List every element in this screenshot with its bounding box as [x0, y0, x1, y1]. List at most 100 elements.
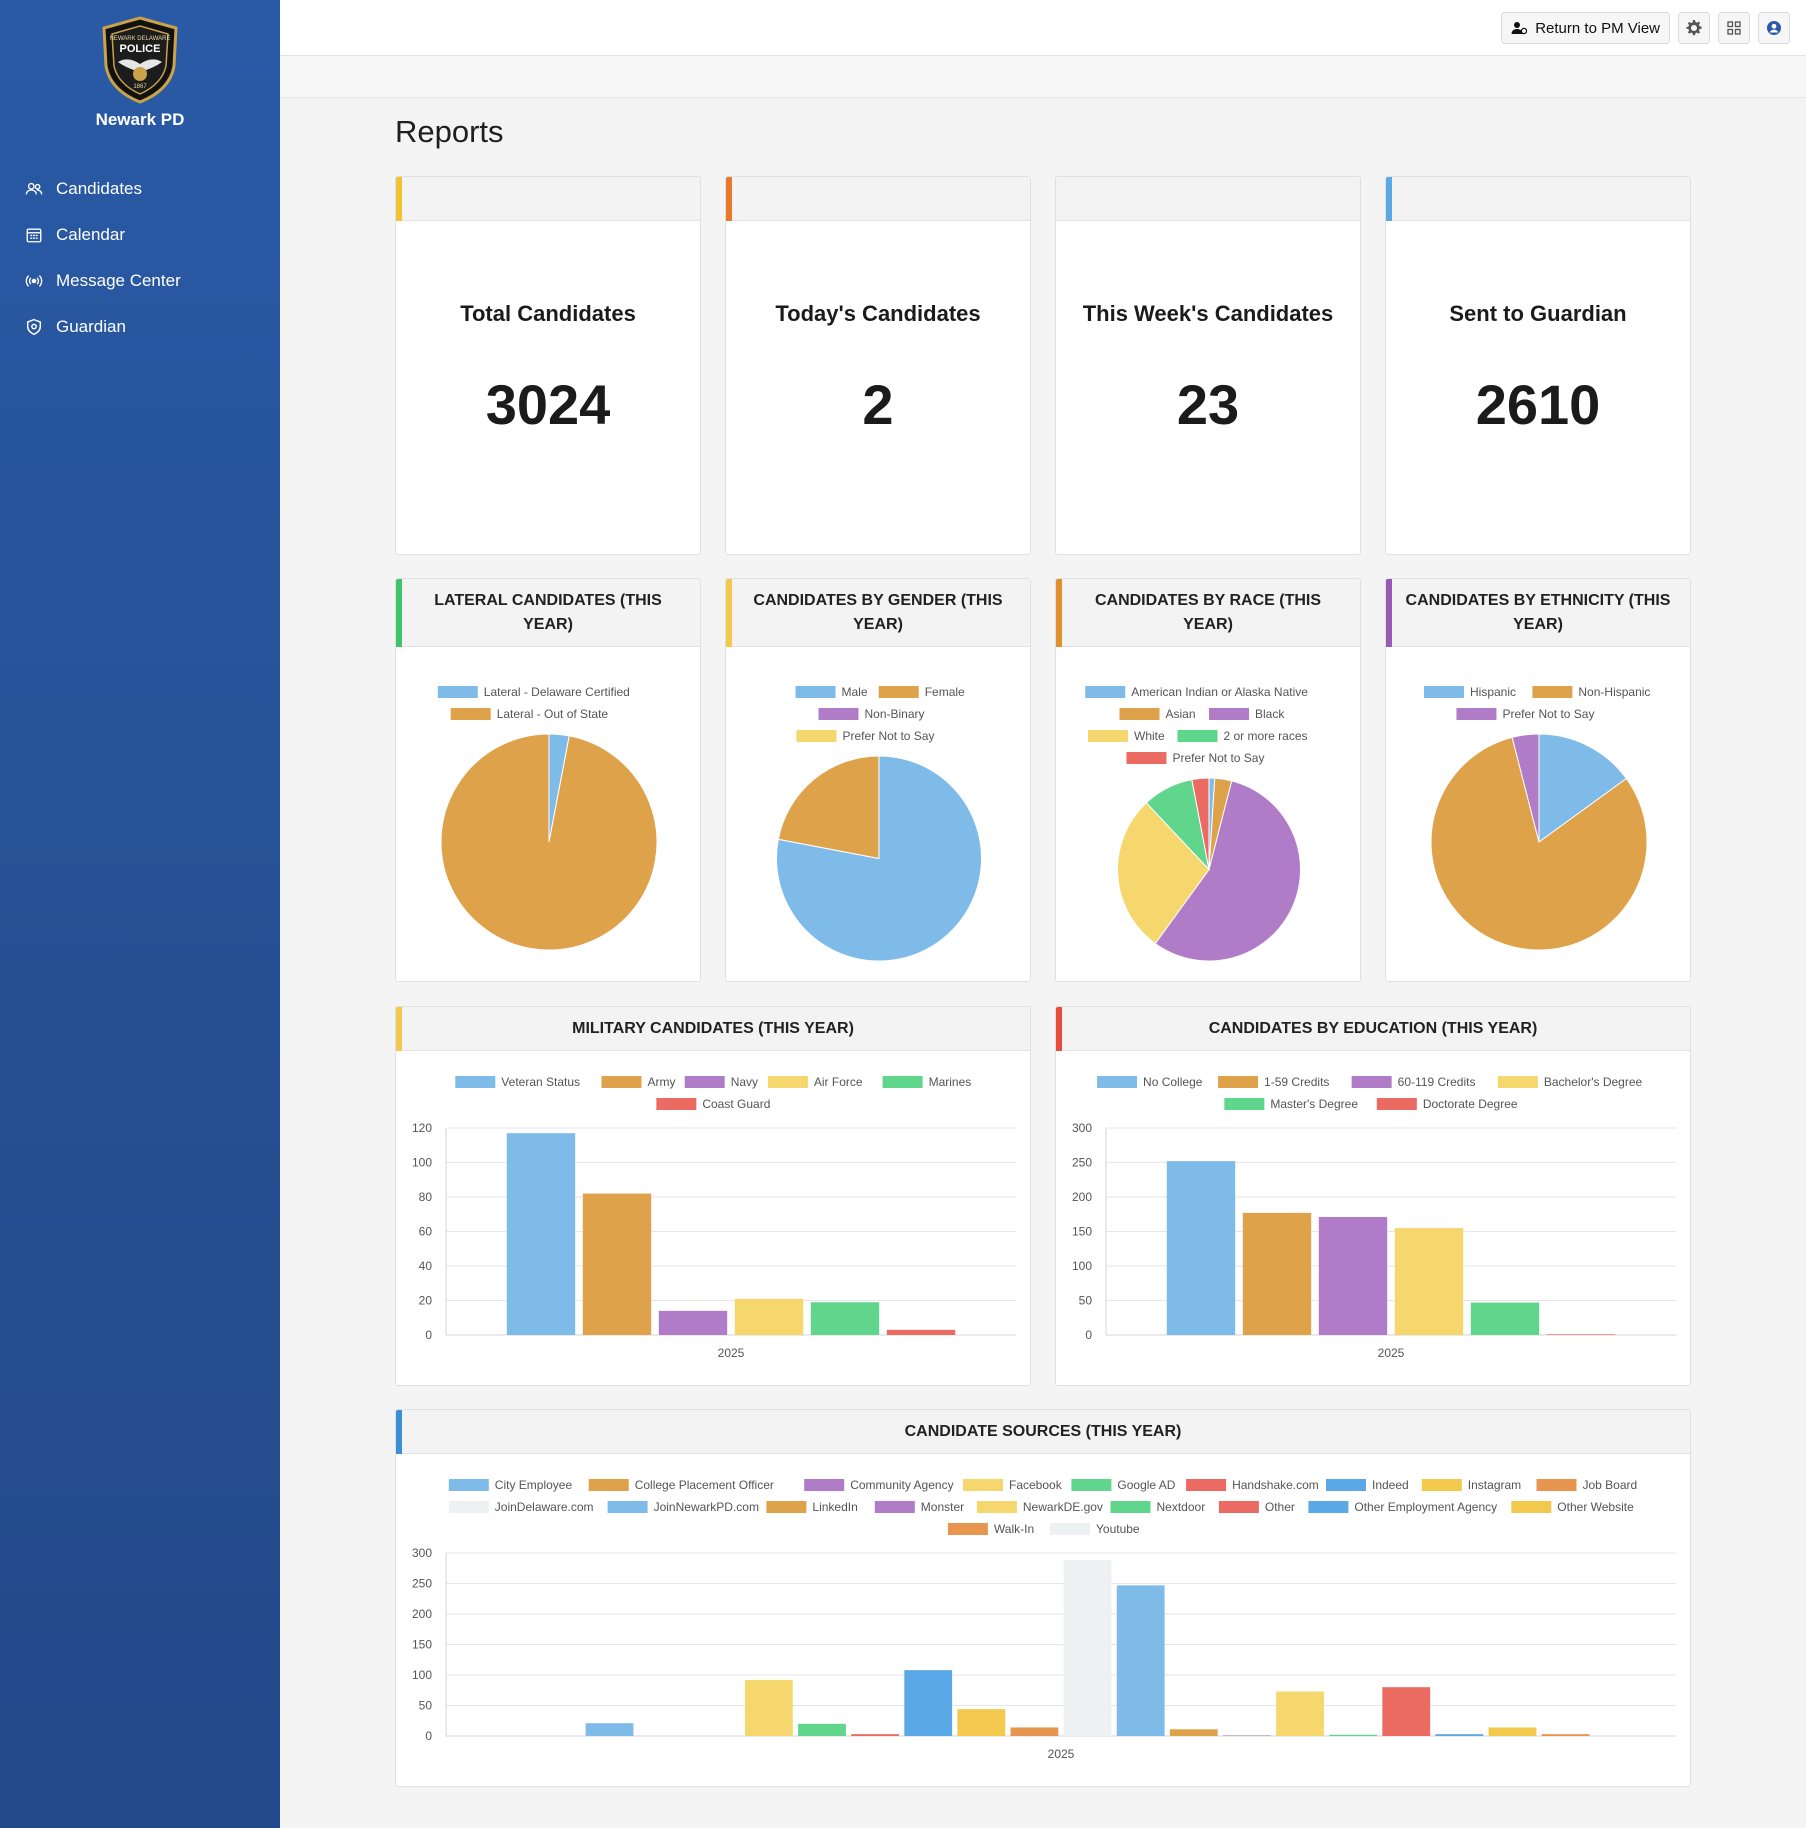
legend-label: Community Agency — [850, 1478, 953, 1492]
pie-slice — [1154, 780, 1301, 962]
legend-swatch — [1536, 1479, 1577, 1491]
gear-icon — [1686, 20, 1702, 36]
stat-card-todays-candidates: Today's Candidates 2 — [725, 176, 1031, 555]
legend-label: Other — [1265, 1500, 1295, 1514]
legend-swatch — [455, 1076, 496, 1088]
bar — [957, 1709, 1006, 1736]
bar — [1166, 1161, 1236, 1335]
legend-label: Prefer Not to Say — [1172, 751, 1264, 765]
sidebar-item-calendar[interactable]: Calendar — [0, 212, 280, 258]
legend-swatch — [607, 1501, 648, 1513]
bar — [1488, 1727, 1537, 1736]
legend-label: Monster — [921, 1500, 964, 1514]
stat-value: 2 — [862, 373, 894, 436]
legend-swatch — [804, 1479, 845, 1491]
calendar-icon — [24, 225, 44, 245]
legend-label: Army — [648, 1075, 676, 1089]
shield-icon — [24, 317, 44, 337]
legend-label: Prefer Not to Say — [842, 729, 934, 743]
legend-swatch — [795, 686, 836, 698]
bar — [798, 1723, 846, 1736]
y-tick-label: 120 — [412, 1121, 432, 1135]
bar — [734, 1298, 804, 1335]
legend-label: Non-Binary — [865, 707, 925, 721]
stat-card-sent-to-guardian: Sent to Guardian 2610 — [1385, 176, 1691, 555]
legend-label: Indeed — [1372, 1478, 1409, 1492]
bar — [1242, 1212, 1312, 1335]
x-tick-label: 2025 — [1048, 1747, 1075, 1761]
legend-label: Asian — [1166, 707, 1196, 721]
bar — [744, 1679, 793, 1736]
legend-label: Job Board — [1583, 1478, 1638, 1492]
users-icon — [24, 179, 44, 199]
legend-label: Handshake.com — [1232, 1478, 1319, 1492]
sidebar-item-label: Calendar — [56, 225, 125, 244]
legend-swatch — [1050, 1523, 1090, 1535]
card-title: CANDIDATES BY EDUCATION (THIS YEAR) — [1056, 1007, 1690, 1051]
page-title: Reports — [395, 114, 504, 149]
legend-swatch — [1224, 1098, 1265, 1110]
legend-label: Google AD — [1117, 1478, 1175, 1492]
card-accent — [1056, 579, 1062, 647]
y-tick-label: 300 — [1072, 1121, 1092, 1135]
legend-label: Other Employment Agency — [1354, 1500, 1497, 1514]
legend-swatch — [588, 1479, 629, 1491]
legend-swatch — [766, 1501, 807, 1513]
legend-swatch — [1421, 1479, 1462, 1491]
legend-swatch — [878, 686, 919, 698]
chart-card-military: MILITARY CANDIDATES (THIS YEAR) Veteran … — [395, 1006, 1031, 1386]
sidebar: NEWARK DELAWARE POLICE 1867 Newark PD Ca… — [0, 0, 280, 1828]
bar — [1010, 1727, 1059, 1736]
x-tick-label: 2025 — [1378, 1346, 1405, 1360]
legend-swatch — [1497, 1076, 1538, 1088]
legend-label: Youtube — [1096, 1522, 1140, 1536]
broadcast-icon — [24, 271, 44, 291]
grid-icon — [1727, 21, 1741, 35]
card-accent — [1386, 579, 1392, 647]
apps-grid-button[interactable] — [1718, 12, 1750, 44]
bar — [1318, 1217, 1388, 1335]
return-to-pm-view-button[interactable]: Return to PM View — [1501, 12, 1670, 44]
svg-text:POLICE: POLICE — [120, 43, 161, 55]
legend-swatch — [1511, 1501, 1552, 1513]
sidebar-item-guardian[interactable]: Guardian — [0, 304, 280, 350]
legend-label: Marines — [929, 1075, 972, 1089]
bar — [1546, 1334, 1616, 1335]
bar — [1470, 1302, 1540, 1335]
pie-slice — [440, 733, 658, 951]
legend-swatch — [1308, 1501, 1349, 1513]
legend-label: Coast Guard — [702, 1097, 770, 1111]
stat-value: 3024 — [485, 373, 611, 436]
card-title: CANDIDATES BY ETHNICITY (THIS YEAR) — [1386, 579, 1690, 647]
card-accent — [1386, 177, 1392, 221]
legend-label: Non-Hispanic — [1578, 685, 1650, 699]
settings-button[interactable] — [1678, 12, 1710, 44]
y-tick-label: 0 — [425, 1328, 432, 1342]
y-tick-label: 100 — [412, 1156, 432, 1170]
card-title: MILITARY CANDIDATES (THIS YEAR) — [396, 1007, 1030, 1051]
bar — [851, 1734, 900, 1736]
lateral-pie-chart: Lateral - Delaware Certified Lateral - Ou… — [437, 685, 658, 951]
sidebar-item-message-center[interactable]: Message Center — [0, 258, 280, 304]
card-accent — [726, 177, 732, 221]
sidebar-nav: Candidates Calendar Message Center Guard… — [0, 166, 280, 350]
chart-card-ethnicity: CANDIDATES BY ETHNICITY (THIS YEAR) Hisp… — [1385, 578, 1691, 982]
legend-swatch — [1218, 1076, 1259, 1088]
legend-label: 1-59 Credits — [1264, 1075, 1329, 1089]
legend-swatch — [874, 1501, 915, 1513]
bar — [904, 1670, 953, 1736]
y-tick-label: 80 — [419, 1190, 433, 1204]
card-accent — [726, 579, 732, 647]
stat-card-this-weeks-candidates: This Week's Candidates 23 — [1055, 176, 1361, 555]
sidebar-item-candidates[interactable]: Candidates — [0, 166, 280, 212]
race-pie-chart: American Indian or Alaska Native Asian Bla… — [1085, 685, 1308, 962]
top-bar: Return to PM View — [280, 0, 1806, 56]
bar — [1329, 1734, 1378, 1736]
legend-swatch — [882, 1076, 923, 1088]
chart-card-gender: CANDIDATES BY GENDER (THIS YEAR) Male Fem… — [725, 578, 1031, 982]
user-profile-button[interactable] — [1758, 12, 1790, 44]
bar — [1394, 1228, 1464, 1335]
legend-swatch — [684, 1076, 725, 1088]
chart-card-sources: CANDIDATE SOURCES (THIS YEAR) City Emplo… — [395, 1409, 1691, 1787]
pie-slice — [1511, 733, 1540, 843]
